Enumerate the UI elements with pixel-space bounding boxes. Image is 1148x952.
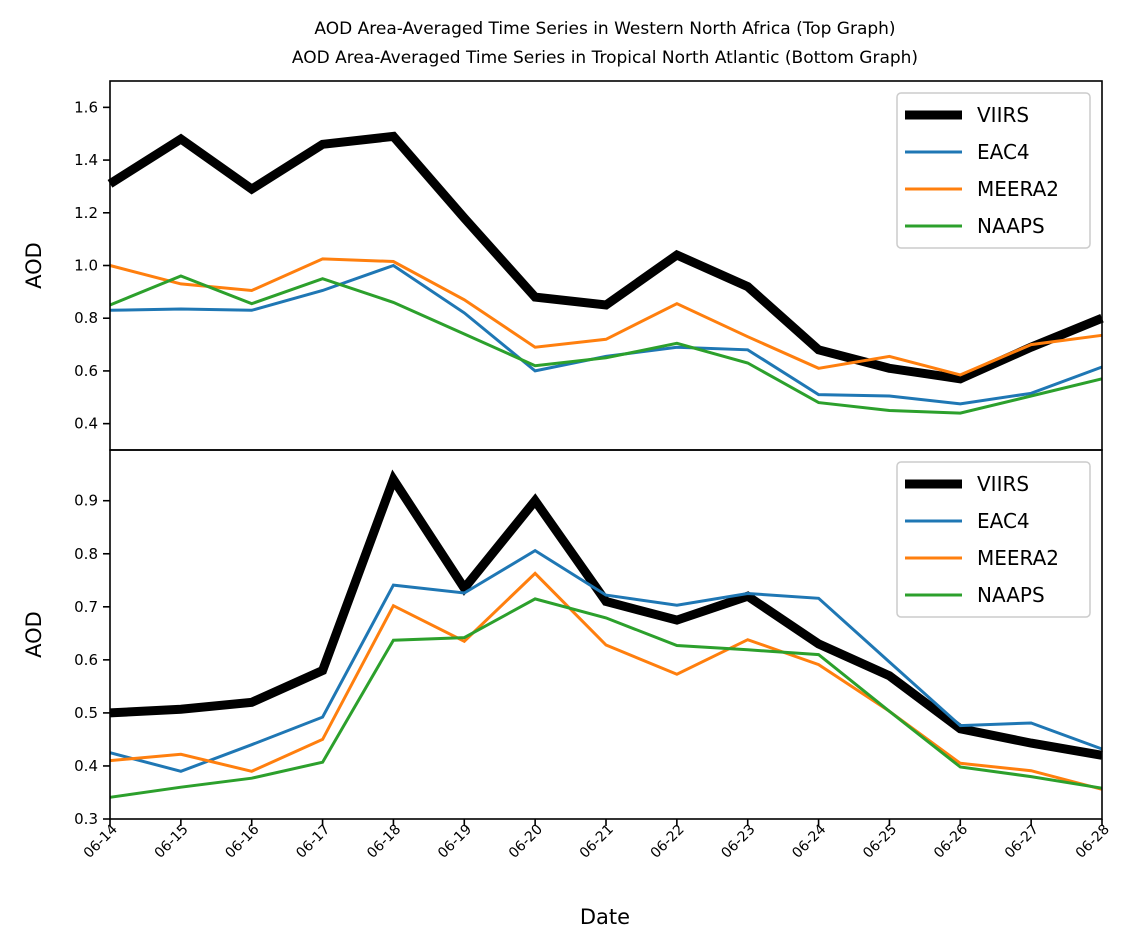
legend-label-viirs-bottom: VIIRS: [977, 472, 1029, 496]
y-tick-label-top: 1.2: [74, 204, 98, 222]
y-tick-label-bottom: 0.7: [74, 598, 98, 616]
legend-label-viirs-top: VIIRS: [977, 103, 1029, 127]
series-line-viirs-bottom: [109, 469, 1103, 760]
legend-label-meera2-top: MEERA2: [977, 177, 1059, 201]
x-axis-label: Date: [580, 905, 630, 929]
y-tick-label-bottom: 0.8: [74, 545, 98, 563]
bottom-panel-tropical-north-atlantic: 0.3 0.4 0.5 0.6 0.7 0.8 0.9 AOD VIIRS EAC4 MEERA2 N…: [22, 449, 1103, 828]
figure-title-line-1: AOD Area-Averaged Time Series in Western…: [314, 19, 895, 39]
legend-label-naaps-bottom: NAAPS: [977, 583, 1045, 607]
y-tick-label-bottom: 0.9: [74, 492, 98, 510]
y-axis-label-bottom: AOD: [22, 611, 46, 658]
series-line-viirs-top: [107, 131, 1104, 384]
series-line-naaps-bottom: [109, 597, 1103, 799]
legend-label-eac4-bottom: EAC4: [977, 509, 1030, 533]
top-panel-western-north-africa: 0.4 0.6 0.8 1.0 1.2 1.4 1.6 AOD VIIRS EAC4 MEERA2 N…: [22, 80, 1104, 451]
y-tick-label-top: 1.0: [74, 257, 98, 275]
y-tick-label-top: 1.6: [74, 98, 98, 116]
legend-label-naaps-top: NAAPS: [977, 214, 1045, 238]
y-tick-label-bottom: 0.3: [74, 810, 98, 828]
legend-label-eac4-top: EAC4: [977, 140, 1030, 164]
series-line-naaps-top: [109, 274, 1103, 415]
y-axis-label-top: AOD: [22, 242, 46, 289]
y-tick-label-top: 0.6: [74, 362, 98, 380]
series-line-eac4-bottom: [109, 548, 1103, 773]
legend-box-top: [896, 92, 1091, 249]
legend-box-bottom: [896, 461, 1091, 618]
y-tick-label-top: 0.4: [74, 415, 98, 433]
y-tick-label-bottom: 0.4: [74, 757, 98, 775]
y-tick-label-top: 0.8: [74, 309, 98, 327]
series-line-meera2-top: [109, 257, 1103, 377]
y-tick-label-top: 1.4: [74, 151, 98, 169]
series-line-meera2-bottom: [109, 571, 1103, 791]
legend-label-meera2-bottom: MEERA2: [977, 546, 1059, 570]
figure-title-line-2: AOD Area-Averaged Time Series in Tropica…: [292, 48, 918, 68]
y-tick-label-bottom: 0.6: [74, 651, 98, 669]
y-tick-label-bottom: 0.5: [74, 704, 98, 722]
